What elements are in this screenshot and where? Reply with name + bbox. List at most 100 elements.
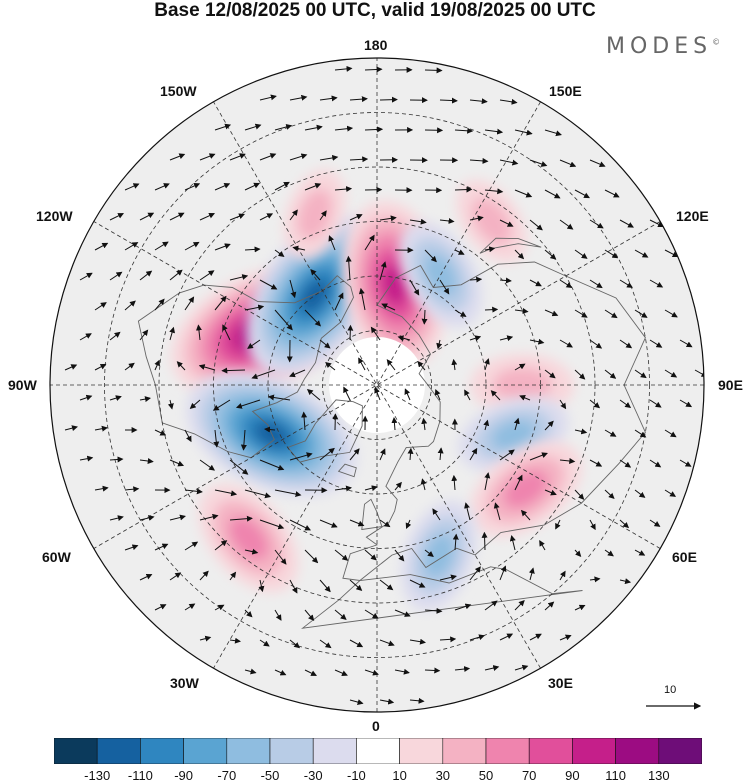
wind-vector [574, 604, 586, 611]
wind-vector [574, 489, 585, 500]
wind-vector [634, 309, 648, 318]
wind-vector [259, 459, 285, 471]
wind-vector [319, 639, 332, 649]
wind-vector [214, 183, 231, 191]
wind-vector [634, 429, 647, 438]
wind-vector [244, 489, 272, 499]
wind-vector [420, 478, 427, 491]
wind-vector [484, 472, 491, 491]
wind-vector [499, 565, 507, 581]
wind-vector [499, 633, 514, 641]
wind-vector [349, 96, 368, 103]
wind-vector [184, 488, 203, 495]
wind-vector [274, 124, 293, 131]
wind-vector [559, 219, 574, 230]
wind-vector [529, 338, 545, 345]
wind-vector [349, 519, 365, 527]
wind-vector [319, 447, 335, 461]
wind-vector [664, 489, 677, 497]
polar-cap [329, 337, 425, 433]
wind-vector [94, 485, 109, 492]
wind-vector [259, 153, 277, 161]
wind-vector [229, 459, 249, 475]
wind-vector [259, 213, 274, 221]
wind-vector [604, 309, 618, 319]
wind-vector [289, 279, 297, 299]
wind-vector [409, 218, 427, 225]
wind-vector [469, 634, 485, 641]
wind-vector [289, 579, 298, 594]
wind-vector [589, 519, 596, 531]
wind-vector [289, 519, 311, 531]
wind-vector [292, 245, 306, 252]
graticule [50, 58, 704, 712]
wind-vector [529, 452, 548, 461]
coastline [137, 275, 354, 459]
wind-vector [184, 241, 200, 251]
wind-vector [481, 531, 488, 551]
wind-vector [539, 540, 546, 551]
wind-vector [619, 279, 633, 288]
wind-vector [304, 183, 322, 191]
wind-vector [493, 502, 501, 521]
wind-vector [604, 489, 615, 499]
wind-vector [214, 540, 228, 551]
wind-vector [154, 359, 160, 371]
wind-vector [222, 324, 231, 341]
wind-vector [432, 508, 441, 521]
wind-vector [454, 249, 465, 255]
wind-vector [520, 509, 531, 521]
wind-vector [244, 123, 262, 131]
wind-vector [544, 489, 557, 496]
wind-vector [619, 519, 630, 529]
wind-vector [469, 157, 489, 164]
wind-vector [349, 214, 363, 221]
wind-vector [244, 609, 253, 618]
wind-vector [274, 609, 282, 621]
wind-vector [109, 395, 122, 401]
lon-label-180: 180 [364, 37, 388, 53]
wind-vector [214, 243, 231, 251]
wind-vector [514, 599, 525, 611]
wind-vector [139, 396, 151, 403]
colorbar-tick-label: -30 [303, 768, 323, 783]
page-title: Base 12/08/2025 00 UTC, valid 19/08/2025… [154, 0, 596, 21]
wind-vector [483, 419, 490, 431]
wind-vector [559, 570, 566, 581]
wind-vector [244, 548, 259, 555]
wind-vector [454, 127, 474, 134]
reference-vector-label: 10 [664, 684, 677, 696]
wind-vector [559, 634, 572, 641]
wind-vector [289, 209, 298, 221]
wind-vector [559, 279, 573, 288]
wind-vector [634, 549, 646, 556]
wind-vector [195, 324, 202, 341]
wind-vector [649, 519, 661, 527]
wind-vector [407, 447, 414, 461]
wind-vector [221, 367, 246, 374]
wind-vector [379, 96, 398, 103]
wind-vector [240, 429, 247, 451]
wind-vector [664, 369, 678, 378]
wind-vector [109, 456, 124, 463]
wind-vector [251, 369, 276, 380]
colorbar-tick-label: 50 [478, 768, 494, 783]
wind-vector [484, 665, 500, 671]
wind-vector [364, 485, 378, 492]
wind-vector [259, 279, 278, 290]
wind-vector [306, 388, 321, 401]
wind-vector [469, 215, 484, 222]
wind-vector [94, 363, 107, 371]
wind-vector [304, 124, 323, 131]
wind-vector [301, 411, 308, 431]
wind-vector [334, 669, 348, 676]
wind-vector [109, 271, 123, 281]
anomaly-center [456, 179, 527, 263]
wind-vector [319, 579, 331, 593]
wind-vector [619, 339, 633, 349]
wind-vector [124, 300, 136, 311]
wind-vector [499, 159, 519, 166]
wind-vector [154, 183, 170, 191]
wind-vector [124, 544, 139, 551]
wind-vector [124, 183, 140, 191]
